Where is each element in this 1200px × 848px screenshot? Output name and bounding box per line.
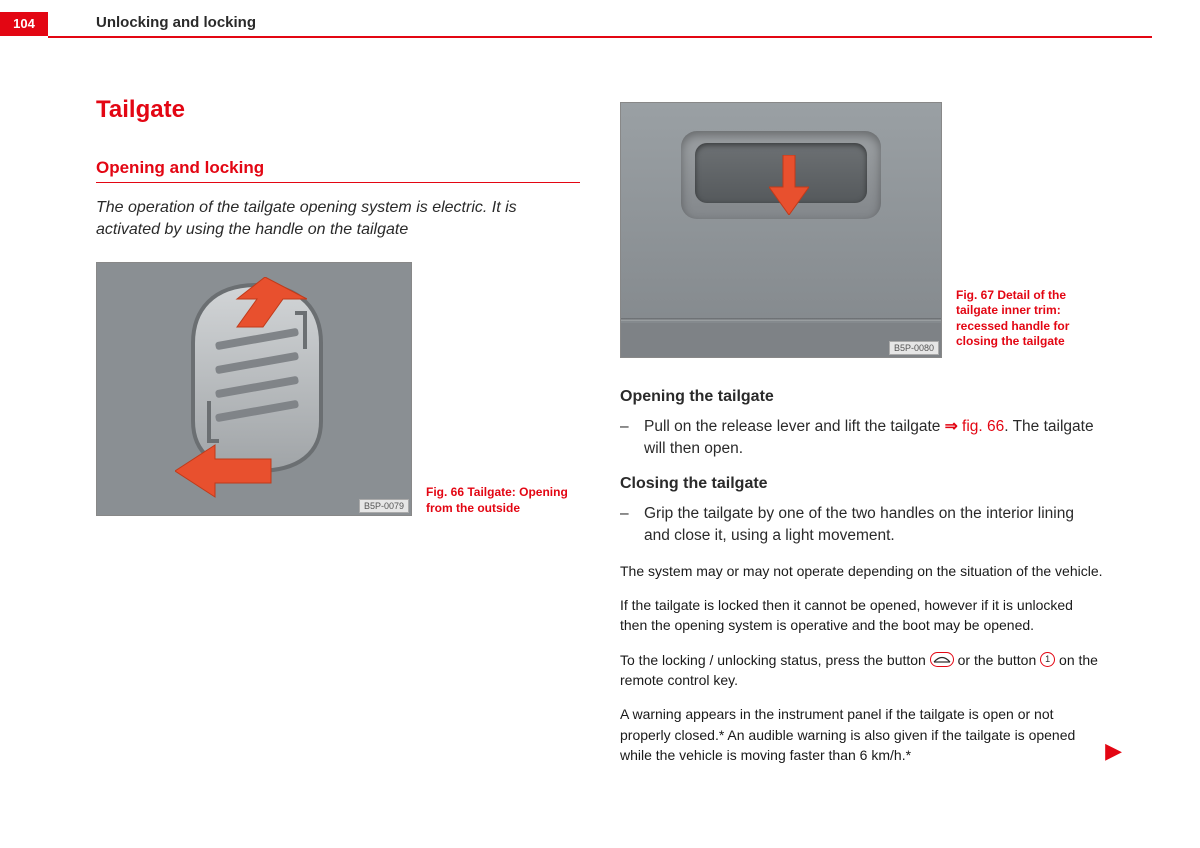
header-rule <box>48 36 1152 38</box>
page-number: 104 <box>0 12 48 36</box>
intro-text: The operation of the tailgate opening sy… <box>96 197 580 240</box>
button-1-icon: 1 <box>1040 652 1055 667</box>
opening-step-prefix: Pull on the release lever and lift the t… <box>644 418 945 435</box>
step-dash: – <box>620 416 644 459</box>
figure-66-row: B5P-0079 Fig. 66 Tailgate: Opening from … <box>96 262 580 516</box>
panel-line <box>621 318 941 321</box>
note-3a: To the locking / unlocking status, press… <box>620 652 930 668</box>
opening-title: Opening the tailgate <box>620 388 1104 406</box>
section-title: Tailgate <box>96 96 580 124</box>
step-dash: – <box>620 503 644 546</box>
opening-step: – Pull on the release lever and lift the… <box>620 416 1104 459</box>
note-4: A warning appears in the instrument pane… <box>620 704 1104 765</box>
arrow-down-icon <box>769 155 809 215</box>
closing-step: – Grip the tailgate by one of the two ha… <box>620 503 1104 546</box>
figure-66-image: B5P-0079 <box>96 262 412 516</box>
figure-66-code: B5P-0079 <box>359 499 409 513</box>
note-1: The system may or may not operate depend… <box>620 561 1104 581</box>
ref-fig66: fig. 66 <box>958 418 1005 435</box>
arrow-up-icon <box>197 277 307 337</box>
left-column: Tailgate Opening and locking The operati… <box>96 96 580 516</box>
note-3b: or the button <box>958 652 1041 668</box>
note-2: If the tailgate is locked then it cannot… <box>620 595 1104 636</box>
figure-67-caption: Fig. 67 Detail of the tailgate inner tri… <box>956 288 1104 350</box>
closing-step-text: Grip the tailgate by one of the two hand… <box>644 503 1104 546</box>
opening-step-text: Pull on the release lever and lift the t… <box>644 416 1104 459</box>
ref-arrow-icon: ⇒ <box>945 418 958 435</box>
subheading: Opening and locking <box>96 158 580 183</box>
figure-67-image: B5P-0080 <box>620 102 942 358</box>
figure-66-caption: Fig. 66 Tailgate: Opening from the outsi… <box>426 485 576 516</box>
closing-title: Closing the tailgate <box>620 475 1104 493</box>
figure-67-code: B5P-0080 <box>889 341 939 355</box>
arrow-down-icon <box>175 439 305 499</box>
right-column: B5P-0080 Fig. 67 Detail of the tailgate … <box>620 102 1104 765</box>
tailgate-button-icon <box>930 652 954 667</box>
note-3: To the locking / unlocking status, press… <box>620 650 1104 691</box>
figure-67-row: B5P-0080 Fig. 67 Detail of the tailgate … <box>620 102 1104 358</box>
continue-arrow-icon: ▶ <box>1105 738 1122 764</box>
chapter-title: Unlocking and locking <box>96 14 256 31</box>
